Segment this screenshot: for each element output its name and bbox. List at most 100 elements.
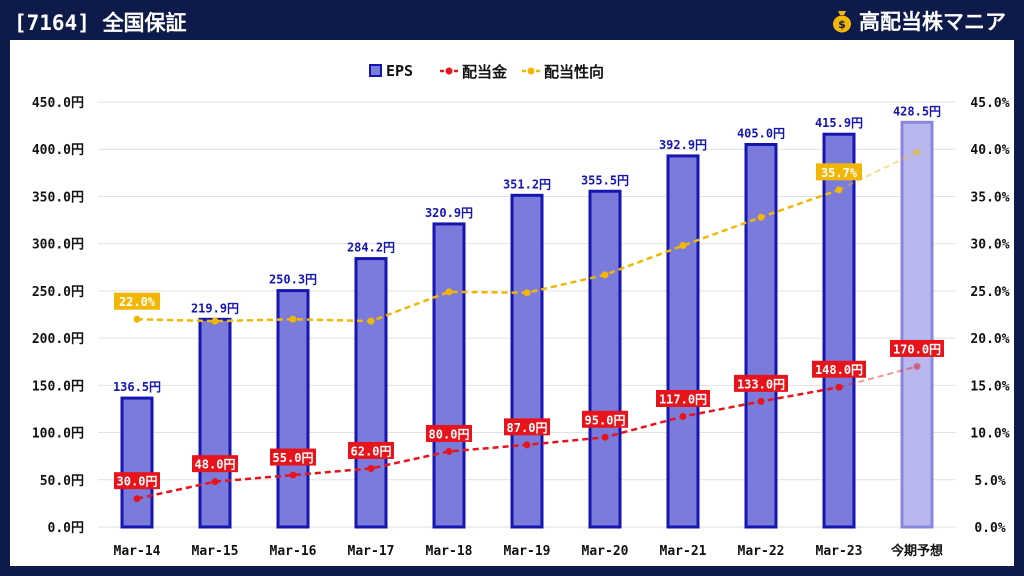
legend-dividend-marker — [445, 67, 453, 75]
eps-data-label: 355.5円 — [581, 173, 629, 187]
legend-payout-label: 配当性向 — [544, 63, 604, 81]
dividend-data-label-box — [270, 448, 316, 466]
y-left-tick-label: 100.0円 — [32, 427, 84, 442]
eps-data-label: 136.5円 — [113, 380, 161, 394]
dividend-forecast-line — [838, 365, 918, 389]
dividend-data-label-box — [192, 455, 238, 473]
y-left-tick-label: 350.0円 — [32, 190, 84, 205]
eps-data-label: 415.9円 — [815, 116, 863, 130]
y-right-tick-label: 25.0% — [970, 285, 1009, 300]
payout-ratio-point — [523, 289, 531, 297]
y-left-tick-label: 150.0円 — [32, 379, 84, 394]
payout-ratio-point — [211, 317, 219, 325]
eps-bar — [432, 222, 466, 529]
legend-eps-swatch — [369, 64, 382, 77]
payout-data-label: 22.0% — [119, 295, 156, 309]
payout-data-label: 35.7% — [821, 166, 858, 180]
y-left-tick-label: 250.0円 — [32, 285, 84, 300]
eps-bar — [900, 120, 934, 529]
y-right-tick-label: 35.0% — [970, 190, 1009, 205]
y-right-tick-label: 45.0% — [970, 96, 1009, 111]
dividend-line — [136, 385, 840, 500]
eps-bar — [198, 317, 232, 529]
dividend-data-label: 62.0円 — [351, 444, 392, 458]
dividend-data-label-box — [812, 360, 866, 378]
payout-ratio-point — [601, 271, 609, 279]
y-right-tick-label: 5.0% — [974, 474, 1005, 489]
dividend-data-label: 95.0円 — [585, 413, 626, 427]
y-left-tick-label: 0.0円 — [48, 521, 84, 536]
y-left-tick-label: 450.0円 — [32, 96, 84, 111]
chart-panel: 0.0円 50.0円 100.0円 150.0円 200.0円 250.0円 300.0円 3… — [10, 40, 1014, 566]
payout-data-label-box — [816, 163, 862, 181]
eps-bar — [276, 289, 310, 529]
dividend-data-label-box — [426, 424, 472, 442]
payout-ratio-point — [367, 317, 375, 325]
dividend-data-label-box — [890, 339, 944, 357]
x-tick-label: Mar-22 — [738, 544, 785, 559]
dividend-data-label-box — [734, 374, 788, 392]
eps-bar — [822, 132, 856, 529]
eps-data-label: 320.9円 — [425, 206, 473, 220]
dividend-point — [133, 495, 141, 503]
dividend-data-label-box — [582, 410, 628, 428]
brand: $ 高配当株マニア — [831, 6, 1006, 36]
payout-ratio-point — [835, 186, 843, 194]
payout-ratio-point — [133, 315, 141, 323]
dividend-point — [601, 433, 609, 441]
eps-data-label: 428.5円 — [893, 104, 941, 118]
x-tick-label: Mar-17 — [348, 544, 395, 559]
dividend-data-label-box — [114, 472, 160, 490]
x-tick-label: Mar-14 — [114, 544, 161, 559]
legend-eps-label: EPS — [386, 62, 413, 80]
payout-ratio-forecast-line — [838, 151, 918, 191]
dividend-data-label-box — [348, 441, 394, 459]
dividend-point — [289, 471, 297, 479]
eps-bar — [120, 396, 154, 529]
eps-data-label: 284.2円 — [347, 241, 395, 255]
dividend-point — [211, 478, 219, 486]
y-left-tick-label: 50.0円 — [40, 474, 84, 489]
dividend-point — [445, 447, 453, 455]
x-tick-label: 今期予想 — [890, 543, 943, 559]
dividend-data-label: 170.0円 — [893, 342, 941, 356]
legend-payout-marker — [527, 67, 535, 75]
svg-text:$: $ — [838, 18, 846, 31]
payout-ratio-point — [679, 242, 687, 250]
dividend-data-label: 55.0円 — [273, 451, 314, 465]
payout-ratio-point — [913, 148, 921, 156]
x-tick-label: Mar-15 — [192, 544, 239, 559]
x-tick-label: Mar-18 — [426, 544, 473, 559]
y-left-tick-label: 300.0円 — [32, 238, 84, 253]
x-tick-label: Mar-23 — [816, 544, 863, 559]
eps-bar — [744, 143, 778, 529]
dividend-point — [679, 413, 687, 420]
payout-data-label-box — [114, 292, 160, 310]
y-left-tick-label: 400.0円 — [32, 143, 84, 158]
y-right-tick-label: 0.0% — [974, 521, 1005, 536]
dividend-data-label: 30.0円 — [117, 475, 158, 489]
dividend-data-label: 80.0円 — [429, 427, 470, 441]
legend-dividend-label: 配当金 — [462, 63, 508, 81]
dividend-point — [835, 383, 843, 391]
y-right-tick-label: 30.0% — [970, 238, 1009, 253]
dividend-data-label-box — [656, 390, 710, 407]
eps-bar — [666, 154, 700, 529]
header-bar: [7164] 全国保証 $ 高配当株マニア — [0, 0, 1024, 40]
eps-bar — [588, 189, 622, 529]
dividend-data-label: 87.0円 — [507, 421, 548, 435]
eps-bar — [354, 257, 388, 529]
dividend-data-label: 117.0円 — [659, 393, 707, 407]
x-tick-label: Mar-16 — [270, 544, 317, 559]
eps-bar — [510, 193, 544, 529]
payout-ratio-line — [136, 188, 840, 323]
dividend-point — [913, 362, 921, 370]
payout-ratio-point — [757, 213, 765, 221]
x-tick-label: Mar-21 — [660, 544, 707, 559]
y-right-tick-label: 10.0% — [970, 427, 1009, 442]
eps-data-label: 219.9円 — [191, 301, 239, 315]
y-right-tick-label: 20.0% — [970, 332, 1009, 347]
combo-chart: 0.0円 50.0円 100.0円 150.0円 200.0円 250.0円 300.0円 3… — [32, 62, 1010, 559]
y-right-tick-label: 15.0% — [970, 379, 1009, 394]
x-tick-label: Mar-19 — [504, 544, 551, 559]
